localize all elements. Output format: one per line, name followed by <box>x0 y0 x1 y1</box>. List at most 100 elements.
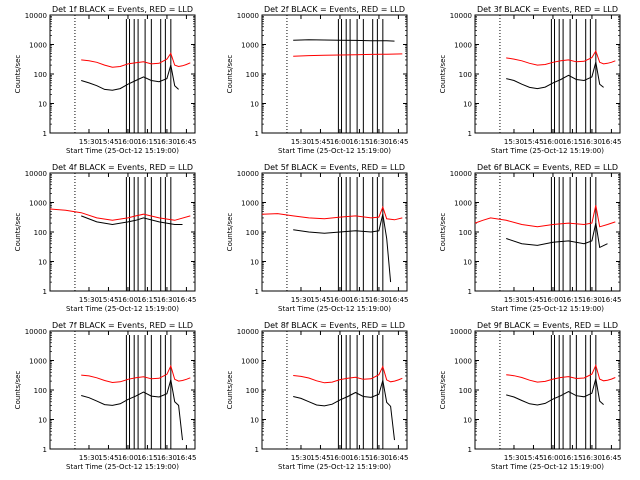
x-tick-label: 15:45 <box>98 296 118 304</box>
plot-frame <box>49 14 196 134</box>
y-tick-label: 100 <box>459 229 472 237</box>
x-tick-label: 15:30 <box>291 138 311 146</box>
detector-panel: Det 2f BLACK = Events, RED = LLD 1 10 100 10… <box>226 5 409 155</box>
y-tick-label: 10000 <box>25 328 47 336</box>
x-axis-label: Start Time (25-Oct-12 15:19:00) <box>66 463 179 471</box>
y-tick-label: 10000 <box>450 328 472 336</box>
x-axis-label: Start Time (25-Oct-12 15:19:00) <box>491 147 604 155</box>
x-tick-label: 16:00 <box>118 296 138 304</box>
x-tick-label: 15:45 <box>523 138 543 146</box>
y-tick-label: 10 <box>38 101 47 109</box>
detector-panel: Det 9f BLACK = Events, RED = LLD 1 10 100 10… <box>439 321 622 471</box>
x-tick-label: 16:45 <box>176 138 196 146</box>
x-axis-label: Start Time (25-Oct-12 15:19:00) <box>491 305 604 313</box>
x-tick-label: 15:30 <box>79 138 99 146</box>
y-tick-label: 1 <box>468 446 472 454</box>
x-tick-label: 16:00 <box>543 138 563 146</box>
x-tick-label: 15:45 <box>98 454 118 462</box>
panel-title: Det 8f BLACK = Events, RED = LLD <box>264 321 405 330</box>
x-tick-label: 16:30 <box>157 138 177 146</box>
y-tick-label: 1000 <box>454 358 472 366</box>
y-axis-label: Counts/sec <box>226 55 234 94</box>
y-axis-label: Counts/sec <box>14 55 22 94</box>
x-tick-label: 16:15 <box>349 454 369 462</box>
x-tick-label: 15:30 <box>291 454 311 462</box>
y-tick-label: 10000 <box>450 170 472 178</box>
y-tick-label: 100 <box>459 387 472 395</box>
series-line <box>293 380 395 441</box>
y-tick-label: 1 <box>468 288 472 296</box>
y-axis-label: Counts/sec <box>439 213 447 252</box>
x-tick-label: 16:15 <box>349 138 369 146</box>
panel-title: Det 3f BLACK = Events, RED = LLD <box>477 5 618 14</box>
panel-title: Det 9f BLACK = Events, RED = LLD <box>477 321 618 330</box>
plot-frame <box>261 330 408 450</box>
series-line <box>293 365 403 384</box>
x-axis-label: Start Time (25-Oct-12 15:19:00) <box>278 305 391 313</box>
x-axis-label: Start Time (25-Oct-12 15:19:00) <box>491 463 604 471</box>
y-tick-label: 1000 <box>454 200 472 208</box>
x-tick-label: 16:30 <box>582 138 602 146</box>
x-tick-label: 15:30 <box>504 296 524 304</box>
y-tick-label: 10000 <box>25 12 47 20</box>
y-tick-label: 10000 <box>237 12 259 20</box>
x-tick-label: 16:15 <box>137 296 157 304</box>
y-tick-label: 1 <box>43 130 47 138</box>
detector-panel: Det 3f BLACK = Events, RED = LLD 1 10 100 10… <box>439 5 622 155</box>
y-tick-label: 10 <box>250 417 259 425</box>
y-tick-label: 1000 <box>241 42 259 50</box>
x-tick-label: 15:45 <box>310 296 330 304</box>
series-line <box>506 222 608 249</box>
y-tick-label: 1 <box>255 446 259 454</box>
panel-title: Det 4f BLACK = Events, RED = LLD <box>52 163 193 172</box>
series-line <box>81 52 191 68</box>
y-tick-label: 10 <box>463 259 472 267</box>
y-tick-label: 100 <box>34 71 47 79</box>
x-tick-label: 16:00 <box>118 454 138 462</box>
x-tick-label: 16:45 <box>388 296 408 304</box>
series-line <box>49 208 191 221</box>
x-tick-label: 16:45 <box>176 454 196 462</box>
x-tick-label: 16:15 <box>137 138 157 146</box>
y-tick-label: 10 <box>463 417 472 425</box>
series-line <box>81 364 191 384</box>
y-tick-label: 100 <box>246 71 259 79</box>
x-tick-label: 16:00 <box>330 454 350 462</box>
series-line <box>293 53 403 57</box>
x-tick-label: 16:45 <box>388 454 408 462</box>
series-line <box>81 379 183 441</box>
x-tick-label: 16:00 <box>543 454 563 462</box>
y-tick-label: 100 <box>459 71 472 79</box>
panel-title: Det 1f BLACK = Events, RED = LLD <box>52 5 193 14</box>
plot-frame <box>261 14 408 134</box>
y-tick-label: 10 <box>38 417 47 425</box>
y-tick-label: 10 <box>250 101 259 109</box>
detector-panel: Det 6f BLACK = Events, RED = LLD 1 10 100 10… <box>439 163 622 313</box>
x-tick-label: 16:15 <box>562 296 582 304</box>
x-tick-label: 16:15 <box>137 454 157 462</box>
y-tick-label: 1000 <box>241 200 259 208</box>
y-tick-label: 10 <box>463 101 472 109</box>
x-tick-label: 15:45 <box>523 454 543 462</box>
x-tick-label: 16:30 <box>582 454 602 462</box>
y-tick-label: 100 <box>34 387 47 395</box>
x-tick-label: 16:45 <box>176 296 196 304</box>
x-tick-label: 16:30 <box>157 296 177 304</box>
x-tick-label: 16:30 <box>582 296 602 304</box>
detector-panel: Det 7f BLACK = Events, RED = LLD 1 10 100 10… <box>14 321 197 471</box>
x-tick-label: 15:45 <box>98 138 118 146</box>
x-tick-label: 16:00 <box>330 138 350 146</box>
y-tick-label: 10000 <box>25 170 47 178</box>
series-line <box>506 378 604 406</box>
x-axis-label: Start Time (25-Oct-12 15:19:00) <box>278 147 391 155</box>
x-tick-label: 16:00 <box>118 138 138 146</box>
panel-title: Det 7f BLACK = Events, RED = LLD <box>52 321 193 330</box>
x-tick-label: 15:30 <box>504 138 524 146</box>
series-line <box>506 363 616 383</box>
x-tick-label: 16:15 <box>349 296 369 304</box>
y-axis-label: Counts/sec <box>14 213 22 252</box>
x-tick-label: 15:30 <box>79 296 99 304</box>
series-line <box>81 64 179 91</box>
plot-frame <box>49 172 196 292</box>
plot-frame <box>474 172 621 292</box>
